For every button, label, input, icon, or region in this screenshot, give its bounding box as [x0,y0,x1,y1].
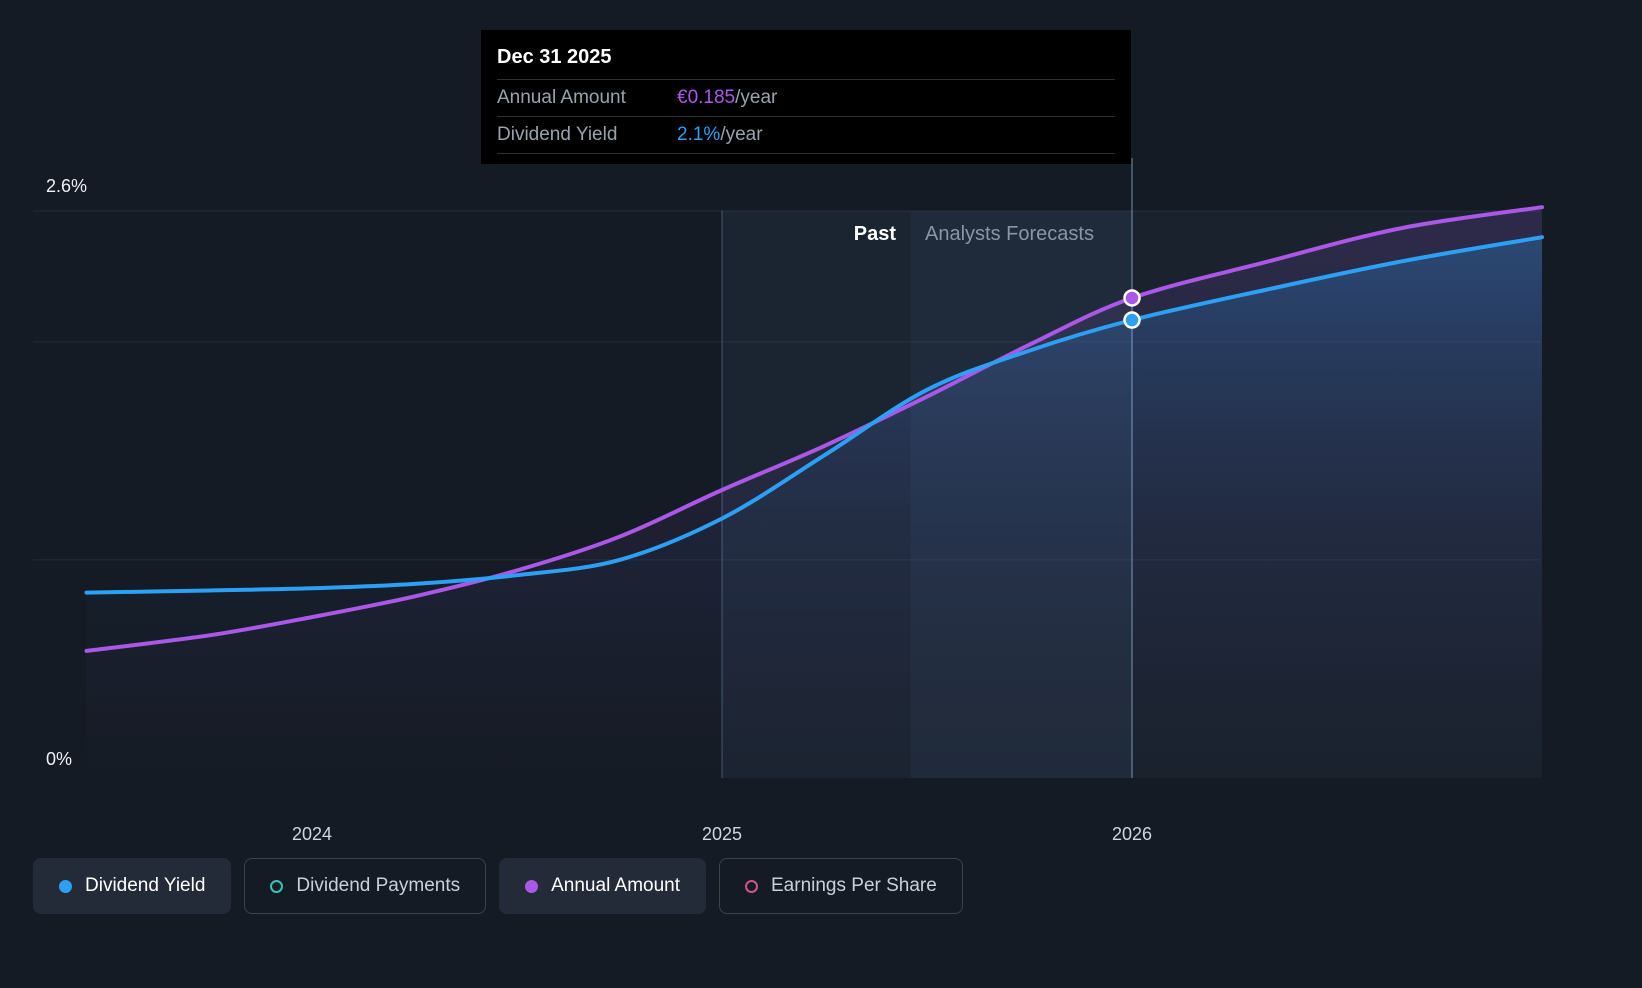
legend-label: Dividend Payments [296,875,461,896]
line-amount [84,205,1544,653]
past-label: Past [854,223,897,245]
dividend-payments-ring-icon [270,879,284,893]
legend-label: Earnings Per Share [771,875,937,896]
marker-annual-amount [1123,289,1141,307]
legend-toggle-dividend-payments[interactable]: Dividend Payments [244,858,487,914]
tooltip-row-dividend-yield: Dividend Yield 2.1%/year [497,117,1115,154]
y-axis-label-bottom: 0% [46,749,72,769]
x-tick-label: 2026 [1112,824,1152,844]
tooltip-row-annual-amount: Annual Amount €0.185/year [497,80,1115,117]
tooltip-value-suffix: /year [735,87,778,108]
tooltip-label: Dividend Yield [497,124,618,145]
line-yield [84,235,1544,595]
legend-toggle-earnings-per-share[interactable]: Earnings Per Share [719,858,963,914]
x-tick-label: 2025 [702,824,742,844]
dividend-yield-dot-icon [59,879,72,893]
y-axis-label-top: 2.6% [46,176,87,196]
chart-legend: Dividend Yield Dividend Payments Annual … [33,858,963,914]
legend-label: Annual Amount [551,875,680,896]
tooltip-value: €0.185 [677,87,736,108]
legend-toggle-annual-amount[interactable]: Annual Amount [499,858,706,914]
annual-amount-dot-icon [525,879,539,893]
tooltip-value-suffix: /year [720,124,763,145]
tooltip-label: Annual Amount [497,87,626,108]
x-tick-label: 2024 [292,824,332,844]
tooltip-value: 2.1% [677,124,721,145]
chart-tooltip: Dec 31 2025 Annual Amount €0.185/year Di… [481,30,1131,164]
forecast-label: Analysts Forecasts [925,223,1094,245]
highlight-band [722,211,1132,778]
marker-dividend-yield [1123,311,1141,329]
dividend-chart-canvas[interactable]: 2.6% 0% Past Analysts Forecasts 2024 202… [0,0,1642,850]
forecast-band [910,211,1542,778]
legend-label: Dividend Yield [85,875,206,896]
area-yield [86,237,1542,778]
legend-toggle-dividend-yield[interactable]: Dividend Yield [33,858,232,914]
tooltip-date: Dec 31 2025 [497,42,1115,80]
earnings-per-share-ring-icon [745,879,758,893]
